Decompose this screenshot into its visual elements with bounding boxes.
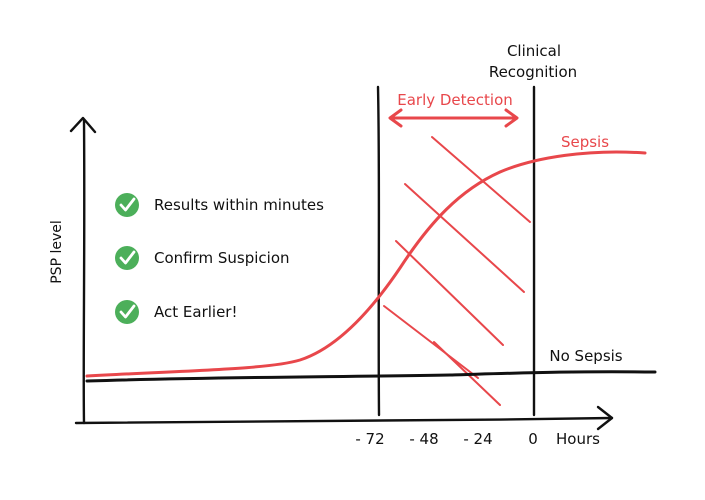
- x-axis: [74, 416, 614, 425]
- early-detection-label: Early Detection: [397, 91, 513, 109]
- y-axis: [82, 118, 86, 425]
- arrow-left-head: [388, 108, 403, 128]
- check-circle-icon: [115, 193, 139, 217]
- y-axis-arrowhead: [69, 116, 97, 134]
- check-circle-icon: [115, 246, 139, 270]
- sepsis-label: Sepsis: [561, 133, 609, 151]
- x-axis-arrowhead: [596, 405, 614, 431]
- benefit-item: Act Earlier!: [115, 300, 237, 324]
- early-detection-hatch: [383, 136, 531, 406]
- benefits-list: Results within minutes Confirm Suspicion…: [115, 193, 324, 324]
- benefit-text: Act Earlier!: [154, 303, 237, 321]
- early-detection-arrow: [388, 108, 519, 128]
- no-sepsis-curve: [85, 370, 657, 383]
- benefit-text: Results within minutes: [154, 196, 324, 214]
- sepsis-curve: [85, 150, 647, 378]
- clinical-recognition-label-line-1: Clinical: [507, 42, 561, 60]
- clinical-recognition-label-line-2: Recognition: [489, 63, 577, 81]
- x-tick-label: - 24: [463, 430, 492, 448]
- no-sepsis-label: No Sepsis: [549, 347, 622, 365]
- x-axis-unit: Hours: [556, 430, 600, 448]
- hatch-stroke: [404, 183, 525, 293]
- x-tick-label: - 72: [355, 430, 384, 448]
- benefit-item: Confirm Suspicion: [115, 246, 290, 270]
- hatch-stroke: [431, 136, 531, 223]
- check-circle-icon: [115, 300, 139, 324]
- line-72h: [376, 85, 381, 417]
- hatch-stroke: [395, 240, 504, 346]
- axes: [69, 116, 614, 431]
- x-tick-label: - 48: [409, 430, 438, 448]
- clinical-recognition-line: [532, 85, 536, 417]
- y-axis-label: PSP level: [49, 220, 65, 284]
- hatch-stroke: [383, 305, 479, 379]
- x-tick-labels: - 72 - 48 - 24 0 Hours: [355, 430, 600, 448]
- arrow-right-head: [504, 108, 519, 128]
- benefit-item: Results within minutes: [115, 193, 324, 217]
- x-tick-label: 0: [528, 430, 538, 448]
- benefit-text: Confirm Suspicion: [154, 249, 290, 267]
